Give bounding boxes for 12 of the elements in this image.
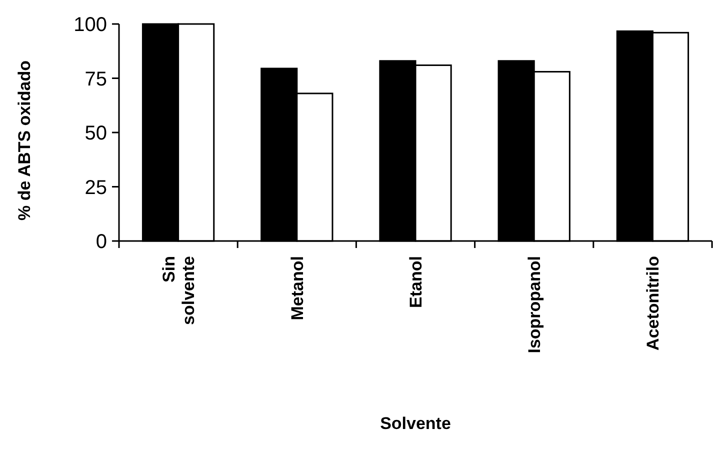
x-tick-label: Acetonitrilo (644, 256, 663, 350)
y-tick-label: 50 (84, 122, 107, 144)
y-tick-label: 100 (74, 14, 107, 36)
y-axis-title: % de ABTS oxidado (15, 60, 34, 220)
x-tick-label: Etanol (406, 256, 426, 308)
x-axis-title: Solvente (380, 414, 451, 433)
y-tick-label: 0 (96, 231, 107, 253)
x-tick-label: Metanol (288, 256, 307, 320)
y-tick-label: 75 (84, 68, 107, 90)
x-tick-label: Isopropanol (525, 256, 544, 354)
x-tick-label: Sin solvente (159, 256, 198, 325)
y-tick-label: 25 (84, 176, 107, 199)
